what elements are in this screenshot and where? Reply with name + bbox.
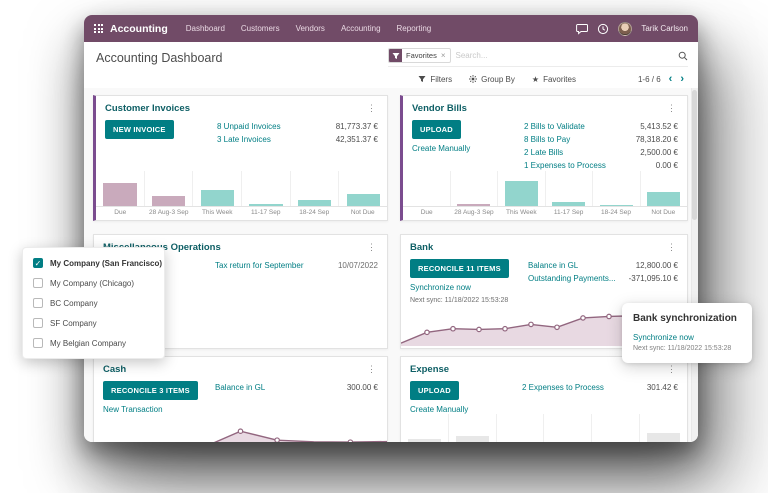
card-title-vendor-bills[interactable]: Vendor Bills (412, 103, 467, 114)
group-by-icon (469, 75, 478, 83)
filter-funnel-icon (418, 76, 426, 82)
upload-button[interactable]: UPLOAD (410, 381, 459, 400)
search-input[interactable] (455, 51, 678, 60)
kebab-menu-icon[interactable]: ⋮ (667, 103, 676, 113)
tooltip-next-sync: Next sync: 11/18/2022 15:53:28 (633, 345, 732, 352)
checkbox-icon[interactable]: ✓ (33, 298, 43, 308)
page-title: Accounting Dashboard (96, 50, 223, 65)
user-avatar[interactable] (618, 21, 633, 36)
create-manually-link[interactable]: Create Manually (412, 144, 471, 153)
stat-row: Tax return for September 10/07/2022 (215, 261, 378, 270)
company-switcher-dropdown: ✓ My Company (San Francisco) ✓ My Compan… (22, 247, 165, 359)
tooltip-synchronize-link[interactable]: Synchronize now (633, 333, 694, 342)
card-title-cash[interactable]: Cash (103, 364, 127, 375)
card-title-expense[interactable]: Expense (410, 364, 450, 375)
upload-button[interactable]: UPLOAD (412, 120, 461, 139)
card-cash: Cash ⋮ RECONCILE 3 ITEMS New Transaction… (93, 356, 388, 442)
stat-row: 1 Expenses to Process 0.00 € (524, 161, 678, 170)
checkbox-icon[interactable]: ✓ (33, 318, 43, 328)
scrollbar-thumb[interactable] (692, 90, 697, 220)
star-icon: ★ (531, 74, 540, 84)
control-panel: Accounting Dashboard Favorites × (84, 42, 698, 91)
stat-row: 8 Unpaid Invoices 81,773.37 € (217, 122, 378, 131)
scrollbar[interactable] (691, 88, 698, 442)
stat-row: Balance in GL 12,800.00 € (528, 261, 678, 270)
new-invoice-button[interactable]: NEW INVOICE (105, 120, 174, 139)
create-manually-link[interactable]: Create Manually (410, 405, 469, 414)
group-by-button[interactable]: Group By (469, 75, 515, 84)
company-item[interactable]: ✓ My Belgian Company (23, 333, 164, 353)
kebab-menu-icon[interactable]: ⋮ (667, 242, 676, 252)
stat-row: Balance in GL 300.00 € (215, 383, 378, 392)
synchronize-now-link[interactable]: Synchronize now (410, 283, 471, 292)
apps-grid-icon[interactable] (94, 24, 103, 33)
user-name[interactable]: Tarik Carlson (641, 24, 688, 33)
favorites-button[interactable]: ★ Favorites (531, 74, 576, 84)
tooltip-title: Bank synchronization (633, 313, 737, 324)
filters-button[interactable]: Filters (418, 75, 452, 84)
next-sync-text: Next sync: 11/18/2022 15:53:28 (410, 297, 509, 304)
app-window: Accounting Dashboard Customers Vendors A… (84, 15, 698, 442)
main-nav: Dashboard Customers Vendors Accounting R… (186, 24, 431, 33)
app-brand[interactable]: Accounting (110, 22, 168, 35)
facet-label: Favorites (406, 51, 437, 60)
reconcile-items-button[interactable]: RECONCILE 11 ITEMS (410, 259, 509, 278)
cash-balance-chart (94, 414, 387, 442)
facet-remove-icon[interactable]: × (440, 51, 446, 60)
kebab-menu-icon[interactable]: ⋮ (367, 242, 376, 252)
company-item[interactable]: ✓ My Company (Chicago) (23, 273, 164, 293)
nav-item-accounting[interactable]: Accounting (340, 24, 381, 33)
search-bar[interactable]: Favorites × (388, 48, 688, 67)
nav-item-vendors[interactable]: Vendors (295, 24, 325, 33)
new-transaction-link[interactable]: New Transaction (103, 405, 163, 414)
pager-count: 1-6 / 6 (637, 74, 661, 84)
nav-item-dashboard[interactable]: Dashboard (185, 24, 225, 33)
card-title-customer-invoices[interactable]: Customer Invoices (105, 103, 190, 114)
stat-row: 2 Late Bills 2,500.00 € (524, 148, 678, 157)
company-item[interactable]: ✓ SF Company (23, 313, 164, 333)
card-title-bank[interactable]: Bank (410, 242, 434, 253)
card-bank: Bank ⋮ RECONCILE 11 ITEMS Synchronize no… (400, 234, 688, 349)
checkbox-icon[interactable]: ✓ (33, 278, 43, 288)
expense-chart (401, 414, 687, 442)
messages-icon[interactable] (576, 23, 589, 35)
facet-filter-icon (389, 49, 402, 62)
company-item[interactable]: ✓ BC Company (23, 293, 164, 313)
checkbox-icon[interactable]: ✓ (33, 258, 43, 268)
pager-next-icon[interactable]: › (680, 73, 684, 85)
nav-item-reporting[interactable]: Reporting (396, 24, 432, 33)
stat-row: 8 Bills to Pay 78,318.20 € (524, 135, 678, 144)
search-icon[interactable] (678, 51, 688, 61)
checkbox-icon[interactable]: ✓ (33, 338, 43, 348)
customer-invoices-chart: Due 28 Aug-3 Sep This Week 11-17 Sep 18-24 S… (96, 171, 387, 220)
pager-prev-icon[interactable]: ‹ (668, 73, 673, 85)
kebab-menu-icon[interactable]: ⋮ (367, 364, 376, 374)
bank-balance-chart (401, 304, 687, 348)
activities-clock-icon[interactable] (597, 23, 609, 35)
stat-row: 3 Late Invoices 42,351.37 € (217, 135, 378, 144)
bank-sync-tooltip: Bank synchronization Synchronize now Nex… (622, 303, 752, 363)
company-item[interactable]: ✓ My Company (San Francisco) (33, 258, 163, 268)
dashboard-content: Customer Invoices ⋮ NEW INVOICE 8 Unpaid… (84, 88, 698, 442)
nav-item-customers[interactable]: Customers (240, 24, 280, 33)
stat-row: Outstanding Payments... -371,095.10 € (528, 274, 678, 283)
topbar-right: Tarik Carlson (576, 21, 688, 36)
card-customer-invoices: Customer Invoices ⋮ NEW INVOICE 8 Unpaid… (93, 95, 388, 221)
top-navbar: Accounting Dashboard Customers Vendors A… (84, 15, 698, 42)
reconcile-items-button[interactable]: RECONCILE 3 ITEMS (103, 381, 198, 400)
search-facet-favorites: Favorites × (388, 48, 451, 63)
card-expense: Expense ⋮ UPLOAD Create Manually 2 Expen… (400, 356, 688, 442)
kebab-menu-icon[interactable]: ⋮ (667, 364, 676, 374)
stat-row: 2 Bills to Validate 5,413.52 € (524, 122, 678, 131)
card-vendor-bills: Vendor Bills ⋮ UPLOAD Create Manually 2 … (400, 95, 688, 221)
stat-row: 2 Expenses to Process 301.42 € (522, 383, 678, 392)
kebab-menu-icon[interactable]: ⋮ (367, 103, 376, 113)
vendor-bills-chart: Due 28 Aug-3 Sep This Week 11-17 Sep 18-24 S… (403, 171, 687, 220)
